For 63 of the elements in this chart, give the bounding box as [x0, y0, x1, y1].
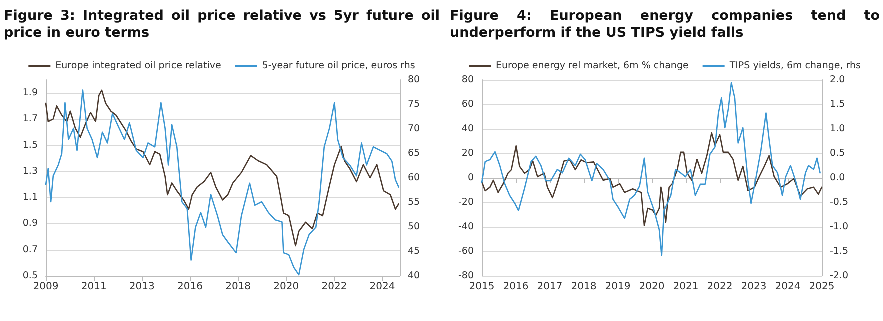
- y-tick-label: 40: [462, 124, 474, 134]
- x-tick-label: 2021: [673, 282, 699, 292]
- x-tick-label: 2024: [775, 282, 801, 292]
- legend-label: Europe integrated oil price relative: [56, 60, 222, 72]
- x-tick-label: 2020: [639, 282, 665, 292]
- x-tick-label: 2017: [537, 282, 563, 292]
- y2-tick-label: -1.5: [830, 246, 849, 257]
- x-tick-label: 2020: [274, 282, 300, 292]
- y2-tick-label: 60: [408, 172, 420, 184]
- legend-label: TIPS yields, 6m change, rhs: [728, 60, 862, 72]
- x-tick-label: 2016: [503, 282, 529, 292]
- x-tick-label: 2015: [469, 282, 495, 292]
- x-tick-label: 2016: [177, 282, 203, 292]
- y2-tick-label: 0.5: [830, 148, 846, 159]
- y2-tick-label: 55: [408, 197, 420, 208]
- legend-label: Europe energy rel market, 6m % change: [496, 60, 689, 72]
- y2-tick-label: 50: [408, 222, 420, 232]
- y-tick-label: 1.9: [22, 88, 38, 99]
- y-tick-label: 0.7: [22, 244, 38, 256]
- y-tick-label: 80: [462, 74, 474, 86]
- y2-tick-label: 70: [408, 124, 420, 134]
- x-tick-label: 2022: [322, 282, 348, 292]
- y2-tick-label: 0.0: [830, 172, 846, 184]
- y2-tick-label: 45: [408, 246, 420, 257]
- y2-tick-label: -1.0: [830, 222, 849, 232]
- y2-tick-label: 65: [408, 148, 420, 159]
- x-tick-label: 2024: [370, 282, 396, 292]
- line-series: [481, 132, 823, 226]
- legend-label: 5-year future oil price, euros rhs: [262, 60, 416, 72]
- x-tick-label: 2018: [226, 282, 252, 292]
- y-tick-label: 20: [462, 148, 474, 159]
- y2-tick-label: 40: [408, 270, 420, 282]
- x-tick-label: 2018: [571, 282, 597, 292]
- y2-tick-label: 1.0: [830, 124, 846, 134]
- x-tick-label: 2011: [81, 282, 107, 292]
- y-tick-label: -60: [458, 246, 474, 257]
- chart-title: Figure 4: European energy companies tend to underperform if the US TIPS yield falls: [450, 8, 880, 43]
- y-tick-label: -80: [458, 270, 474, 282]
- y2-tick-label: 80: [408, 74, 420, 86]
- y2-tick-label: 1.5: [830, 99, 846, 110]
- y-tick-label: 0.5: [22, 270, 38, 282]
- y-tick-label: -40: [458, 222, 474, 232]
- y-tick-label: 1.3: [22, 166, 38, 177]
- x-tick-label: 2019: [605, 282, 631, 292]
- line-series: [481, 82, 821, 257]
- x-tick-label: 2025: [809, 282, 835, 292]
- x-tick-label: 2023: [741, 282, 767, 292]
- y-tick-label: 1.1: [22, 192, 38, 204]
- y-tick-label: 60: [462, 99, 474, 110]
- y-tick-label: 1.5: [22, 140, 38, 151]
- y-tick-label: -20: [458, 197, 474, 208]
- y-tick-label: 1.7: [22, 114, 38, 125]
- y2-tick-label: -0.5: [830, 197, 849, 208]
- x-tick-label: 2022: [707, 282, 733, 292]
- y2-tick-label: 75: [408, 99, 420, 110]
- chart-title: Figure 3: Integrated oil price relative vs 5yr future oil price in euro terms: [4, 8, 440, 43]
- x-tick-label: 2009: [33, 282, 59, 292]
- line-series: [45, 90, 400, 247]
- x-tick-label: 2013: [129, 282, 155, 292]
- y2-tick-label: 2.0: [830, 74, 846, 86]
- y-tick-label: 0: [468, 172, 474, 184]
- y2-tick-label: -2.0: [830, 270, 849, 282]
- y-tick-label: 0.9: [22, 218, 38, 230]
